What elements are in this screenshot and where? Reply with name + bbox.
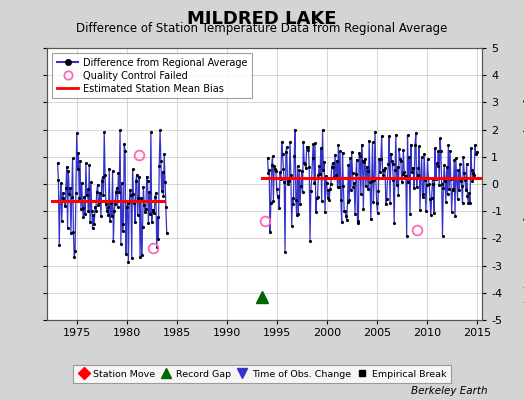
Text: Berkeley Earth: Berkeley Earth <box>411 386 487 396</box>
Text: MILDRED LAKE: MILDRED LAKE <box>187 10 337 28</box>
Legend: Station Move, Record Gap, Time of Obs. Change, Empirical Break: Station Move, Record Gap, Time of Obs. C… <box>73 365 451 383</box>
Text: Difference of Station Temperature Data from Regional Average: Difference of Station Temperature Data f… <box>77 22 447 35</box>
Y-axis label: Monthly Temperature Anomaly Difference (°C): Monthly Temperature Anomaly Difference (… <box>522 63 524 305</box>
Legend: Difference from Regional Average, Quality Control Failed, Estimated Station Mean: Difference from Regional Average, Qualit… <box>52 53 253 98</box>
